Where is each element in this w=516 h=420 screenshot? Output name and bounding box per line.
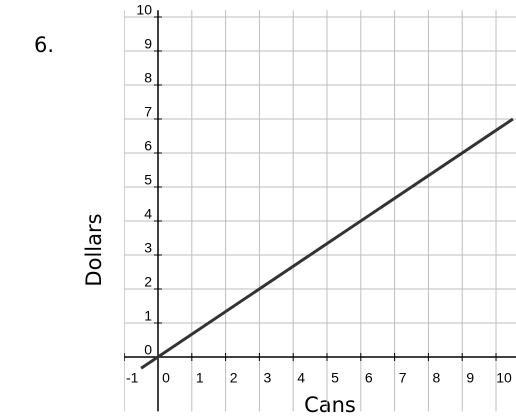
y-tick-label: 2 <box>144 274 152 290</box>
x-tick-label: 10 <box>496 370 512 386</box>
y-tick-label: 7 <box>144 104 152 120</box>
x-tick-label: 0 <box>162 370 170 386</box>
x-tick-label: 6 <box>365 370 373 386</box>
x-tick-label: 5 <box>331 370 339 386</box>
x-tick-label: -1 <box>126 370 139 386</box>
y-tick-label: 9 <box>144 36 152 52</box>
y-tick-label: 4 <box>144 206 152 222</box>
x-tick-label: 7 <box>399 370 407 386</box>
x-tick-label: 9 <box>466 370 474 386</box>
y-tick-label: 6 <box>144 138 152 154</box>
x-tick-label: 8 <box>433 370 441 386</box>
x-axis-label: Cans <box>304 393 356 417</box>
x-tick-label: 2 <box>230 370 238 386</box>
x-tick-label: 3 <box>264 370 272 386</box>
y-tick-label: 10 <box>136 2 152 18</box>
problem-number: 6. <box>34 33 54 57</box>
y-tick-label: 3 <box>144 240 152 256</box>
y-axis-label: Dollars <box>82 213 106 286</box>
y-tick-label: 0 <box>144 342 152 358</box>
x-tick-label: 1 <box>196 370 204 386</box>
y-tick-label: 8 <box>144 70 152 86</box>
y-tick-label: 1 <box>144 308 152 324</box>
y-tick-label: 5 <box>144 172 152 188</box>
data-line <box>140 117 514 370</box>
x-tick-label: 4 <box>297 370 305 386</box>
